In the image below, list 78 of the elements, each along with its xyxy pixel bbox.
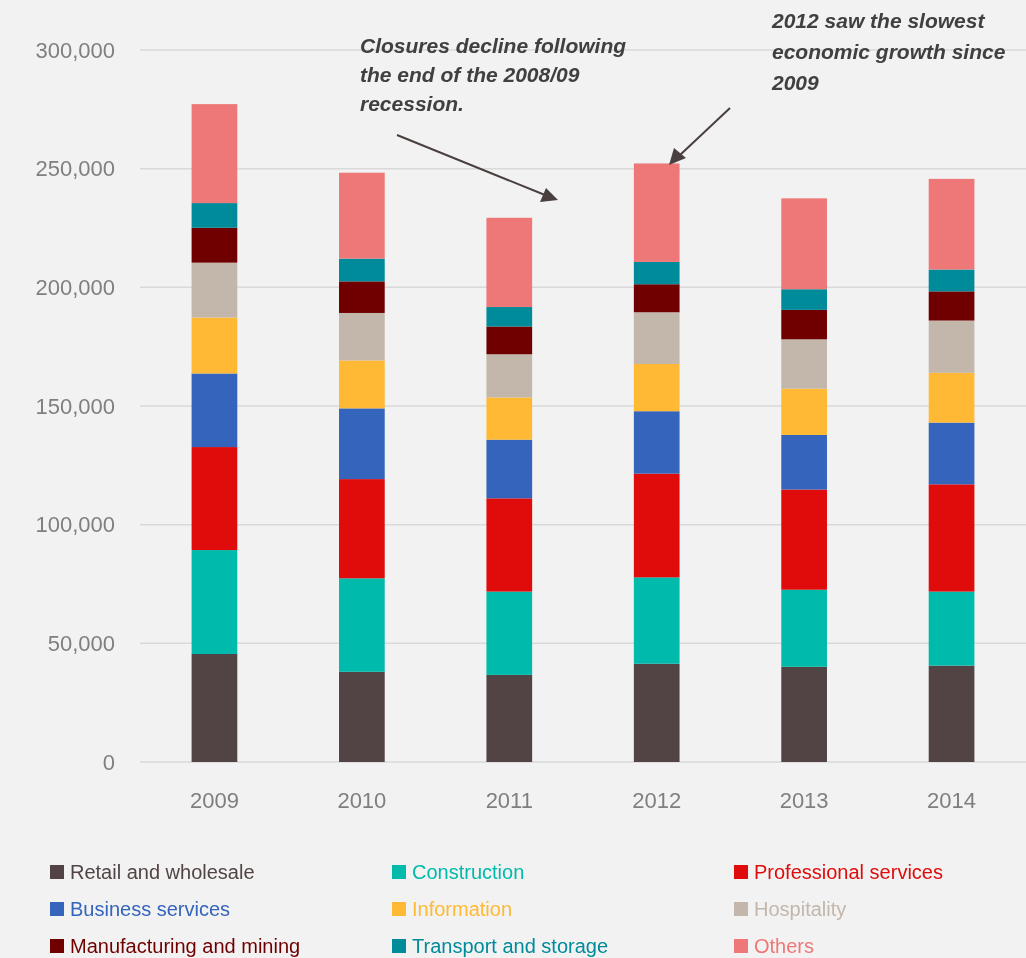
bar bbox=[928, 269, 975, 292]
bar bbox=[633, 363, 680, 412]
bar bbox=[633, 411, 680, 474]
bar bbox=[339, 360, 385, 409]
bar bbox=[486, 326, 533, 355]
bar bbox=[339, 671, 385, 762]
bar bbox=[486, 397, 533, 440]
bar bbox=[928, 372, 975, 423]
x-tick-label: 2014 bbox=[927, 788, 977, 813]
x-tick-label: 2009 bbox=[189, 788, 239, 813]
y-tick-label: 0 bbox=[102, 749, 115, 775]
annotation: Closures decline following the end of the 2008/09 recession. bbox=[360, 34, 627, 115]
bar bbox=[928, 422, 975, 485]
bar bbox=[633, 312, 680, 364]
bar bbox=[928, 291, 975, 321]
bar bbox=[633, 663, 680, 762]
bar bbox=[339, 172, 385, 259]
y-tick-label: 250,000 bbox=[35, 156, 115, 182]
bar bbox=[191, 447, 238, 551]
y-tick-label: 300,000 bbox=[35, 37, 115, 63]
bar bbox=[928, 320, 975, 373]
bar bbox=[191, 104, 238, 204]
bar bbox=[191, 317, 238, 374]
x-tick-label: 2013 bbox=[779, 788, 829, 813]
bar bbox=[191, 550, 238, 655]
bar bbox=[191, 227, 238, 263]
bar bbox=[928, 484, 975, 592]
bar bbox=[486, 307, 533, 327]
y-tick-label: 200,000 bbox=[35, 275, 115, 301]
bar bbox=[633, 163, 680, 262]
legend-label: Others bbox=[754, 935, 815, 957]
bar bbox=[339, 408, 385, 480]
bar bbox=[486, 591, 533, 675]
bar bbox=[781, 289, 827, 310]
bar bbox=[339, 312, 385, 361]
bar bbox=[781, 489, 827, 590]
bar bbox=[339, 578, 385, 672]
bar bbox=[781, 309, 827, 340]
legend-label: Retail and wholesale bbox=[70, 861, 255, 883]
bar bbox=[633, 261, 680, 285]
bar bbox=[191, 654, 238, 762]
legend-label: Information bbox=[412, 898, 513, 920]
bar bbox=[928, 591, 975, 666]
bar bbox=[486, 674, 533, 762]
bar bbox=[191, 373, 238, 448]
legend-label: Business services bbox=[70, 898, 231, 920]
bar bbox=[486, 439, 533, 499]
legend-label: Manufacturing and mining bbox=[70, 935, 301, 957]
bar bbox=[781, 589, 827, 667]
bar bbox=[781, 388, 827, 435]
x-tick-label: 2011 bbox=[485, 788, 533, 813]
bar bbox=[339, 281, 385, 313]
bar bbox=[633, 284, 680, 313]
bar bbox=[191, 262, 238, 318]
legend-label: Hospitality bbox=[754, 898, 847, 920]
bar bbox=[781, 666, 827, 762]
y-tick-label: 100,000 bbox=[35, 512, 115, 538]
bar bbox=[486, 354, 533, 398]
bar bbox=[191, 203, 238, 228]
bar bbox=[781, 339, 827, 389]
y-tick-label: 150,000 bbox=[35, 393, 115, 419]
bar bbox=[633, 577, 680, 664]
bar bbox=[781, 198, 827, 290]
bar bbox=[781, 434, 827, 490]
bar bbox=[339, 479, 385, 579]
bar bbox=[928, 178, 975, 270]
annotation: 2012 saw the slowest economic growth since 2009 bbox=[771, 9, 1006, 94]
legend-label: Transport and storage bbox=[412, 935, 609, 957]
bar bbox=[928, 665, 975, 762]
y-tick-label: 50,000 bbox=[47, 631, 115, 657]
legend-label: Construction bbox=[412, 861, 525, 883]
bar bbox=[339, 258, 385, 282]
x-tick-label: 2010 bbox=[337, 788, 387, 813]
legend-label: Professional services bbox=[754, 861, 943, 883]
bar bbox=[486, 217, 533, 308]
x-tick-label: 2012 bbox=[632, 788, 682, 813]
bar bbox=[486, 498, 533, 592]
bar bbox=[633, 473, 680, 578]
